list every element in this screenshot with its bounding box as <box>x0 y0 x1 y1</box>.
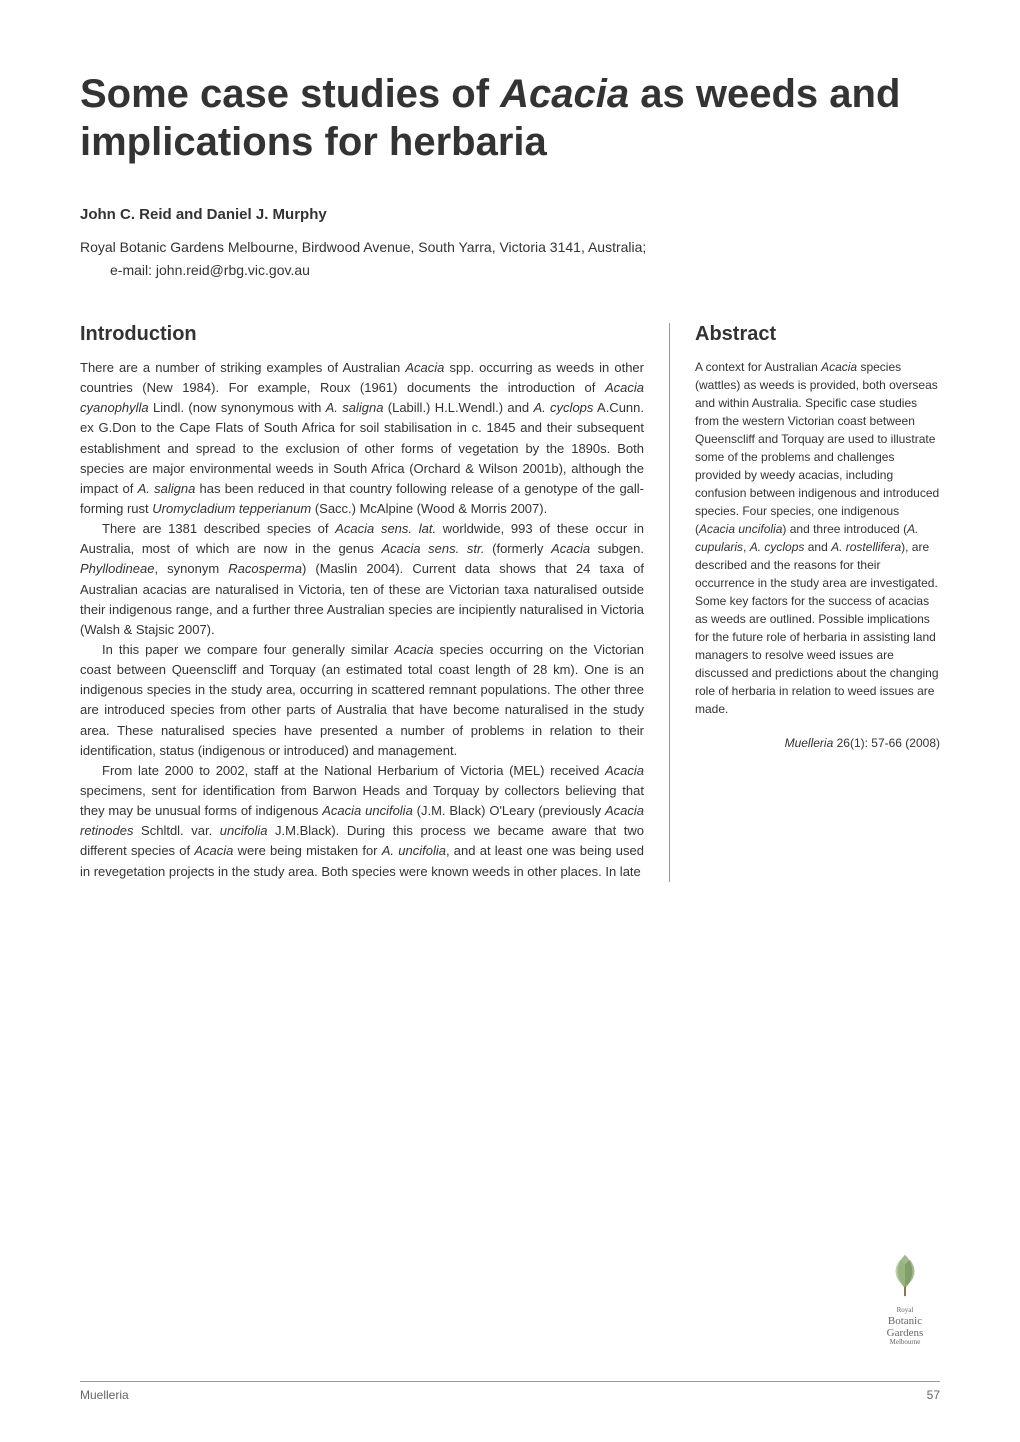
logo-text: Royal Botanic Gardens Melbourne <box>870 1307 940 1347</box>
citation: Muelleria 26(1): 57-66 (2008) <box>695 736 940 750</box>
article-title: Some case studies of Acacia as weeds and… <box>80 70 940 166</box>
introduction-heading: Introduction <box>80 323 644 346</box>
affiliation: Royal Botanic Gardens Melbourne, Birdwoo… <box>80 237 940 258</box>
content-wrapper: Introduction There are a number of strik… <box>80 323 940 882</box>
footer-page-number: 57 <box>927 1388 940 1402</box>
intro-paragraph-3: In this paper we compare four generally … <box>80 640 644 761</box>
abstract-text: A context for Australian Acacia species … <box>695 358 940 718</box>
intro-paragraph-4: From late 2000 to 2002, staff at the Nat… <box>80 761 644 882</box>
main-column: Introduction There are a number of strik… <box>80 323 670 882</box>
email: e-mail: john.reid@rbg.vic.gov.au <box>80 262 940 278</box>
sidebar-column: Abstract A context for Australian Acacia… <box>695 323 940 882</box>
intro-paragraph-2: There are 1381 described species of Acac… <box>80 519 644 640</box>
leaf-icon <box>881 1250 929 1298</box>
abstract-heading: Abstract <box>695 323 940 346</box>
rbg-logo: Royal Botanic Gardens Melbourne <box>870 1250 940 1347</box>
footer-journal: Muelleria <box>80 1388 129 1402</box>
authors: John C. Reid and Daniel J. Murphy <box>80 206 940 223</box>
page-footer: Muelleria 57 <box>80 1381 940 1402</box>
page-container: Some case studies of Acacia as weeds and… <box>0 0 1020 1442</box>
intro-paragraph-1: There are a number of striking examples … <box>80 358 644 519</box>
